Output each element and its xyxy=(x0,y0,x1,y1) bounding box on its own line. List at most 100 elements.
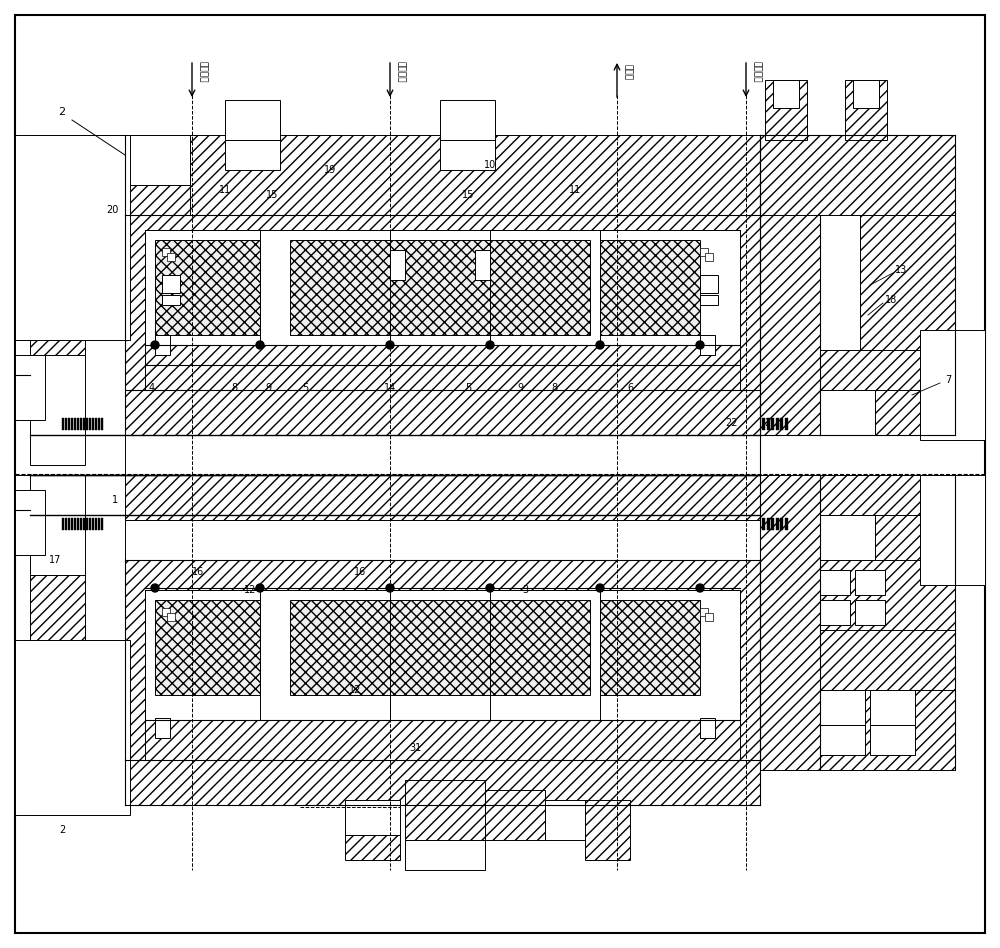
Text: 19: 19 xyxy=(324,165,336,175)
Bar xyxy=(80,518,82,530)
Bar xyxy=(92,418,94,430)
Bar xyxy=(845,80,887,140)
Text: 5: 5 xyxy=(302,383,308,393)
Bar xyxy=(600,600,700,695)
Bar xyxy=(62,518,64,530)
Bar xyxy=(77,418,79,430)
Bar xyxy=(784,518,788,530)
Text: 8: 8 xyxy=(551,383,557,393)
Bar xyxy=(776,418,778,430)
Bar xyxy=(162,608,170,616)
Bar xyxy=(68,518,70,530)
Bar xyxy=(820,690,865,725)
Bar xyxy=(125,390,760,435)
Bar xyxy=(920,475,985,585)
Bar xyxy=(86,518,88,530)
Bar xyxy=(820,475,955,515)
Bar xyxy=(854,418,857,430)
Circle shape xyxy=(486,584,494,592)
Bar xyxy=(440,100,495,140)
Bar xyxy=(820,350,955,390)
Bar xyxy=(89,418,91,430)
Circle shape xyxy=(696,341,704,349)
Bar xyxy=(77,518,79,530)
Bar xyxy=(760,475,955,770)
Bar xyxy=(545,800,585,840)
Circle shape xyxy=(596,341,604,349)
Bar xyxy=(101,518,103,530)
Bar xyxy=(836,518,839,530)
Bar xyxy=(167,613,175,621)
Bar xyxy=(15,355,45,420)
Bar xyxy=(858,418,862,430)
Bar xyxy=(700,718,715,738)
Bar xyxy=(71,418,73,430)
Bar xyxy=(125,135,760,215)
Bar xyxy=(65,518,67,530)
Text: 11: 11 xyxy=(219,185,231,195)
Bar xyxy=(155,240,260,335)
Text: 5: 5 xyxy=(465,383,471,393)
Bar xyxy=(101,418,103,430)
Bar xyxy=(80,418,82,430)
Bar xyxy=(167,253,175,261)
Bar xyxy=(700,275,718,293)
Bar xyxy=(771,518,774,530)
Bar xyxy=(125,215,760,420)
Bar xyxy=(125,560,760,765)
Bar xyxy=(850,518,852,530)
Bar xyxy=(83,518,85,530)
Text: 6: 6 xyxy=(627,383,633,393)
Text: 12: 12 xyxy=(244,585,256,595)
Bar xyxy=(700,335,715,355)
Bar xyxy=(760,215,820,435)
Bar xyxy=(820,390,875,435)
Bar xyxy=(30,290,85,355)
Bar xyxy=(83,418,85,430)
Bar xyxy=(15,135,130,340)
Bar xyxy=(490,240,590,335)
Text: 后隔离气: 后隔离气 xyxy=(752,62,761,82)
Bar xyxy=(845,518,848,530)
Circle shape xyxy=(386,341,394,349)
Bar xyxy=(776,518,778,530)
Bar xyxy=(92,518,94,530)
Bar xyxy=(405,840,485,870)
Bar xyxy=(855,570,885,595)
Text: 11: 11 xyxy=(569,185,581,195)
Bar xyxy=(773,80,799,108)
Bar xyxy=(68,418,70,430)
Text: 14: 14 xyxy=(384,383,396,393)
Bar xyxy=(920,330,985,440)
Bar xyxy=(125,185,190,215)
Bar xyxy=(290,600,390,695)
Bar xyxy=(700,295,718,305)
Bar xyxy=(15,340,30,375)
Bar xyxy=(700,248,708,256)
Bar xyxy=(836,418,839,430)
Bar xyxy=(767,418,770,430)
Bar xyxy=(74,518,76,530)
Bar xyxy=(875,515,955,560)
Bar xyxy=(162,275,180,293)
Bar xyxy=(71,518,73,530)
Bar xyxy=(125,760,760,805)
Bar xyxy=(155,335,170,355)
Bar xyxy=(863,418,866,430)
Bar xyxy=(870,725,915,755)
Bar xyxy=(760,135,955,435)
Bar xyxy=(820,630,955,690)
Bar xyxy=(875,390,955,435)
Bar xyxy=(850,418,852,430)
Circle shape xyxy=(151,341,159,349)
Text: 12: 12 xyxy=(349,685,361,695)
Bar xyxy=(440,140,495,170)
Bar xyxy=(405,780,485,840)
Text: 3: 3 xyxy=(522,585,528,595)
Text: 1: 1 xyxy=(112,495,118,505)
Bar xyxy=(125,435,760,475)
Bar xyxy=(225,100,280,140)
Bar xyxy=(86,418,88,430)
Bar xyxy=(765,80,807,140)
Bar xyxy=(145,590,740,720)
